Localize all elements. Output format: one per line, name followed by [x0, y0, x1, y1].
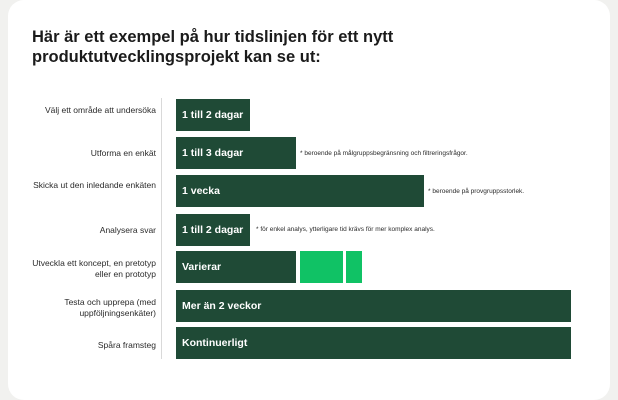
bar-test-iterate: Mer än 2 veckor: [176, 290, 571, 322]
bar-select-area: 1 till 2 dagar: [176, 99, 250, 131]
page-title: Här är ett exempel på hur tidslinjen för…: [32, 28, 394, 66]
bar-track-progress: Kontinuerligt: [176, 327, 571, 359]
note-design-survey: * beroende på målgruppsbegränsning och f…: [300, 150, 468, 157]
bar-label: 1 till 2 dagar: [182, 109, 244, 121]
bar-label: Varierar: [182, 261, 222, 273]
bar-design-survey: 1 till 3 dagar: [176, 137, 296, 169]
bar-send-survey: 1 vecka: [176, 175, 424, 207]
divider-line: [161, 98, 162, 359]
row-label-test-iterate: Testa och upprepa (med uppföljningsenkät…: [64, 297, 156, 318]
row-label-track-progress: Spåra framsteg: [97, 340, 156, 350]
bar-analyze: 1 till 2 dagar: [176, 214, 250, 246]
bar-label: 1 till 3 dagar: [182, 147, 244, 159]
row-label-send-survey: Skicka ut den inledande enkäten: [33, 180, 156, 190]
timeline-card: Här är ett exempel på hur tidslinjen för…: [8, 0, 610, 400]
bar-label: 1 vecka: [182, 185, 220, 197]
bar-label: 1 till 2 dagar: [182, 224, 244, 236]
row-label-design-survey: Utforma en enkät: [90, 148, 156, 158]
row-label-analyze: Analysera svar: [99, 225, 156, 235]
bar-develop-extension-1: [300, 251, 343, 283]
row-label-select-area: Välj ett område att undersöka: [44, 105, 156, 115]
row-label-develop: Utveckla ett koncept, en pretotyp eller …: [32, 258, 156, 279]
bar-develop: Varierar: [176, 251, 296, 283]
bar-label: Mer än 2 veckor: [182, 300, 262, 312]
bar-develop-extension-2: [346, 251, 362, 283]
bar-label: Kontinuerligt: [182, 337, 248, 349]
note-send-survey: * beroende på provgruppsstorlek.: [428, 188, 525, 195]
note-analyze: * för enkel analys, ytterligare tid kräv…: [256, 226, 435, 233]
